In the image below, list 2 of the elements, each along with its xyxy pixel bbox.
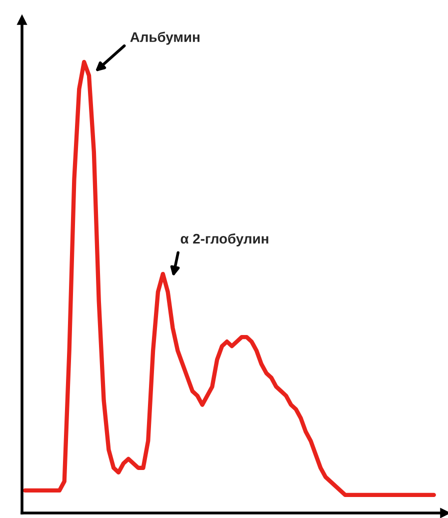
text: Альбумин	[130, 32, 200, 45]
annotation: α 2-глобулин	[180, 233, 268, 246]
